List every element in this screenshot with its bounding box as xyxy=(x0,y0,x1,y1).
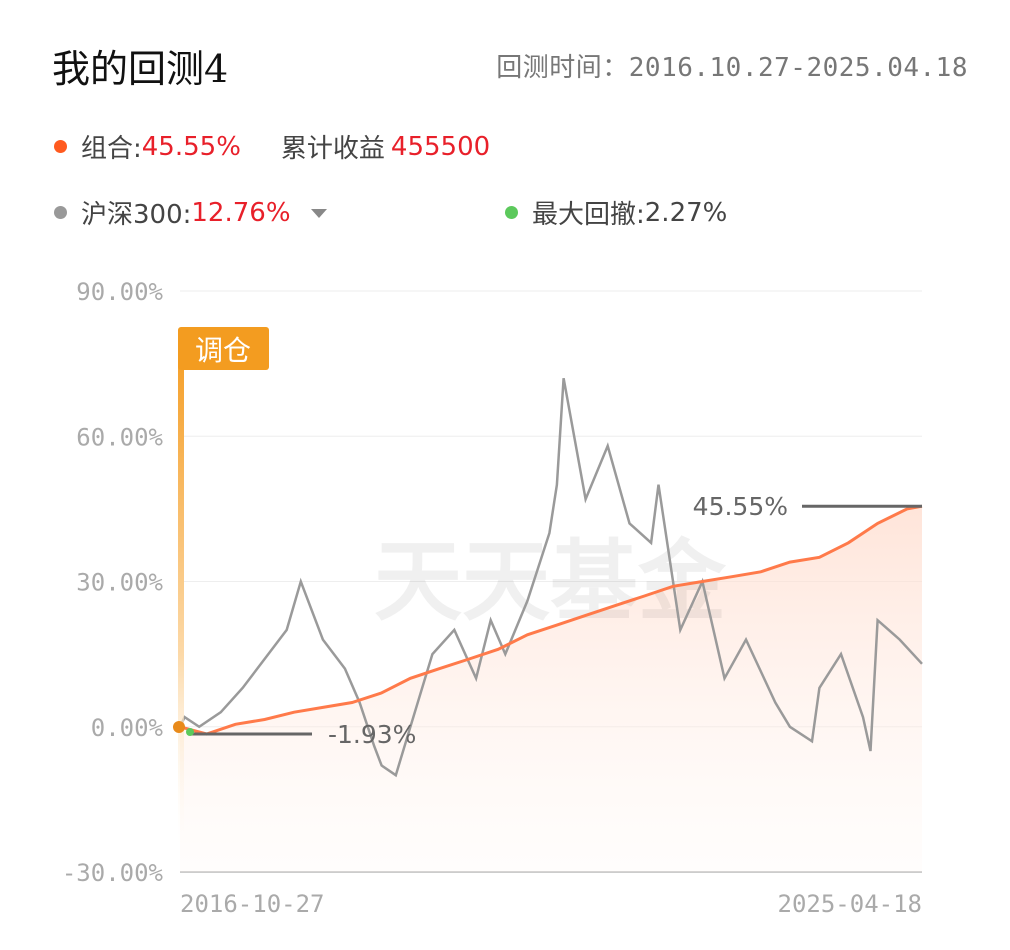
drawdown-point xyxy=(186,728,194,736)
cumulative-profit-label: 累计收益 xyxy=(280,134,385,164)
rebalance-marker-bar xyxy=(178,355,184,855)
y-tick-label: 60.00% xyxy=(76,423,163,451)
portfolio-area xyxy=(180,506,922,872)
portfolio-label: 组合: xyxy=(81,134,142,164)
portfolio-return: 45.55% xyxy=(141,131,241,162)
portfolio-dot xyxy=(54,140,67,153)
legend-benchmark[interactable]: 沪深300: 12.76% xyxy=(54,194,327,231)
cumulative-profit-value: 455500 xyxy=(390,131,491,162)
drawdown-label: 最大回撤: xyxy=(532,200,645,230)
benchmark-label: 沪深300: xyxy=(81,200,192,230)
chevron-down-icon[interactable] xyxy=(310,209,327,218)
drawdown-dot xyxy=(505,206,518,219)
x-tick-label: 2025-04-18 xyxy=(778,890,923,918)
y-tick-label: 0.00% xyxy=(91,714,164,742)
y-tick-label: -30.00% xyxy=(62,859,164,887)
start-point xyxy=(173,721,185,733)
rebalance-tag[interactable] xyxy=(178,327,269,370)
backtest-period: 回测时间：2016.10.27-2025.04.18 xyxy=(496,53,968,83)
x-tick-label: 2016-10-27 xyxy=(180,890,325,918)
benchmark-dot xyxy=(54,206,67,219)
portfolio-line xyxy=(179,504,923,736)
drawdown-value: 2.27% xyxy=(644,197,728,228)
y-tick-label: 90.00% xyxy=(76,278,163,306)
min-marker-label: -1.93% xyxy=(328,720,416,749)
page-title: 我的回测4 xyxy=(52,47,229,91)
y-tick-label: 30.00% xyxy=(76,569,163,597)
legend-drawdown: 最大回撤: 2.27% xyxy=(505,194,727,231)
benchmark-return: 12.76% xyxy=(191,197,291,228)
legend-portfolio: 组合: 45.55% 累计收益 455500 xyxy=(54,128,490,165)
rebalance-label: 调仓 xyxy=(195,334,251,367)
benchmark-line xyxy=(178,377,923,778)
max-marker-label: 45.55% xyxy=(693,492,788,521)
